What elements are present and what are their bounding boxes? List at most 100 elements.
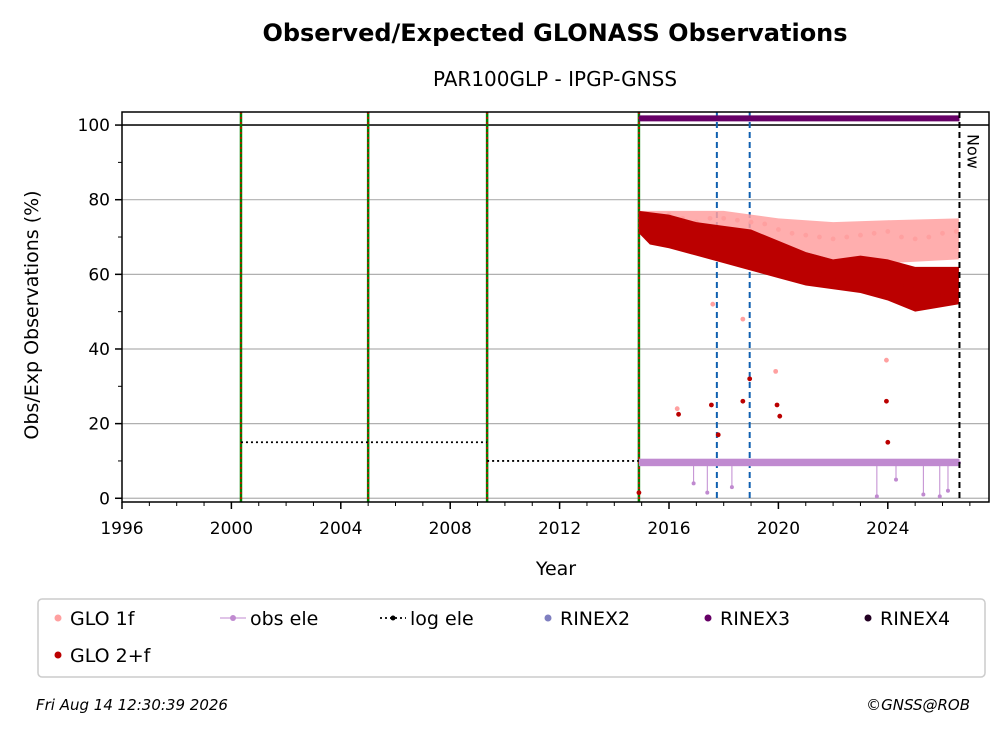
glo-1f-point — [803, 232, 809, 238]
legend-marker — [390, 615, 396, 621]
glo-2f-point — [666, 242, 672, 247]
obs-elevation-point — [667, 460, 672, 465]
obs-elevation-point — [691, 481, 696, 486]
x-tick-label: 2020 — [757, 519, 800, 539]
glo-2f-point — [899, 283, 904, 288]
glo-2f-point — [885, 439, 891, 445]
glo-2f-point — [707, 234, 713, 240]
x-tick-label: 2024 — [866, 519, 909, 539]
legend-marker — [864, 614, 872, 622]
glo-2f-point — [884, 398, 889, 404]
glo-1f-point — [773, 368, 779, 374]
legend: GLO 1f obs ele log ele RINEX2 RINEX3 RINEX4 GL… — [37, 598, 986, 678]
obs-elevation-point — [885, 460, 890, 465]
glo-2f-point — [762, 249, 768, 255]
glo-2f-point — [652, 234, 658, 240]
glo-1f-point — [734, 217, 740, 223]
x-tick-label: 2016 — [647, 519, 690, 539]
obs-elevation-point — [940, 460, 945, 465]
glo-1f-point — [721, 215, 727, 221]
y-tick-label: 40 — [88, 340, 110, 360]
glo-2f-point — [940, 292, 945, 298]
legend-marker — [230, 615, 236, 621]
glo-1f-point — [762, 221, 768, 227]
glo-2f-point — [817, 271, 822, 277]
y-tick-label: 20 — [88, 415, 110, 435]
obs-elevation-point — [894, 477, 899, 482]
glo-1f-point — [748, 219, 754, 225]
glo-2f-point — [885, 277, 891, 283]
y-tick-label: 100 — [78, 116, 110, 136]
y-tick-label: 80 — [88, 191, 110, 211]
glo-1f-band — [638, 210, 959, 264]
glo-1f-point — [740, 316, 746, 322]
glo-2f-point — [708, 402, 714, 408]
obs-elevation-point — [749, 460, 754, 465]
glo-2f-point — [747, 376, 753, 382]
legend-label: obs ele — [250, 608, 318, 630]
glo-2f-point — [776, 257, 781, 262]
x-tick-label: 2004 — [319, 519, 362, 539]
glo-2f-point — [693, 230, 699, 236]
footer-timestamp: Fri Aug 14 12:30:39 2026 — [36, 696, 228, 714]
glo-2f-point — [858, 275, 863, 281]
chart-title: Observed/Expected GLONASS Observations — [262, 19, 847, 47]
glo-2f-point — [721, 238, 727, 244]
glo-1f-point — [776, 227, 781, 232]
glo-2f-point — [871, 279, 877, 285]
legend-box — [37, 598, 986, 678]
legend-marker — [54, 651, 62, 659]
obs-elevation-point — [913, 460, 918, 465]
plot-frame — [121, 111, 990, 503]
legend-label: GLO 2+f — [70, 645, 152, 667]
glo-2f-point — [680, 238, 686, 244]
obs-elevation-point — [729, 485, 734, 490]
legend-label: GLO 1f — [70, 608, 136, 630]
legend-label: RINEX3 — [720, 608, 790, 630]
obs-elevation-point — [945, 488, 950, 493]
glo-1f-point — [940, 230, 945, 236]
glo-2f-point — [639, 219, 645, 225]
glo-2f-point — [953, 283, 959, 288]
chart-subtitle: PAR100GLP - IPGP-GNSS — [433, 67, 677, 91]
obs-elevation-band — [638, 458, 960, 467]
obs-elevation-point — [831, 460, 836, 465]
glo-1f-point — [884, 357, 889, 363]
obs-elevation-point — [776, 460, 781, 465]
glo-1f-point — [858, 232, 863, 238]
legend-label: log ele — [410, 608, 474, 630]
glo-2f-band — [638, 210, 959, 312]
glo-2f-point — [636, 490, 642, 496]
glo-1f-point — [885, 229, 891, 234]
x-tick-label: 2012 — [538, 519, 581, 539]
glo-1f-point — [707, 215, 713, 221]
glo-1f-point — [710, 301, 716, 307]
obs-elevation-point — [694, 460, 699, 465]
glo-2f-point — [803, 268, 809, 274]
obs-elevation-point — [639, 460, 644, 465]
legend-marker — [544, 614, 552, 622]
glo-2f-point — [912, 286, 918, 292]
obs-elevation-point — [803, 460, 808, 465]
glo-2f-point — [926, 290, 932, 296]
glo-2f-point — [789, 264, 795, 270]
glo-1f-point — [926, 234, 932, 240]
obs-elevation-point — [721, 460, 726, 465]
glo-1f-point — [789, 230, 795, 236]
plot-area: Now 1996 2000 2004 2008 2012 2016 2020 2024 0 20 40… — [78, 111, 990, 539]
legend-label: RINEX4 — [880, 608, 950, 630]
footer-copyright: ©GNSS@ROB — [866, 696, 970, 714]
x-tick-label: 2008 — [429, 519, 472, 539]
glo-2f-point — [748, 245, 754, 251]
y-tick-label: 60 — [88, 265, 110, 285]
glo-2f-point — [777, 413, 783, 419]
glo-2f-point — [676, 411, 681, 417]
now-label: Now — [963, 134, 982, 169]
obs-elevation-point — [858, 460, 863, 465]
x-axis-label: Year — [535, 558, 576, 580]
x-tick-label: 2000 — [210, 519, 253, 539]
glo-1f-point — [817, 234, 822, 240]
glo-1f-point — [844, 234, 850, 240]
legend-marker — [54, 614, 62, 622]
